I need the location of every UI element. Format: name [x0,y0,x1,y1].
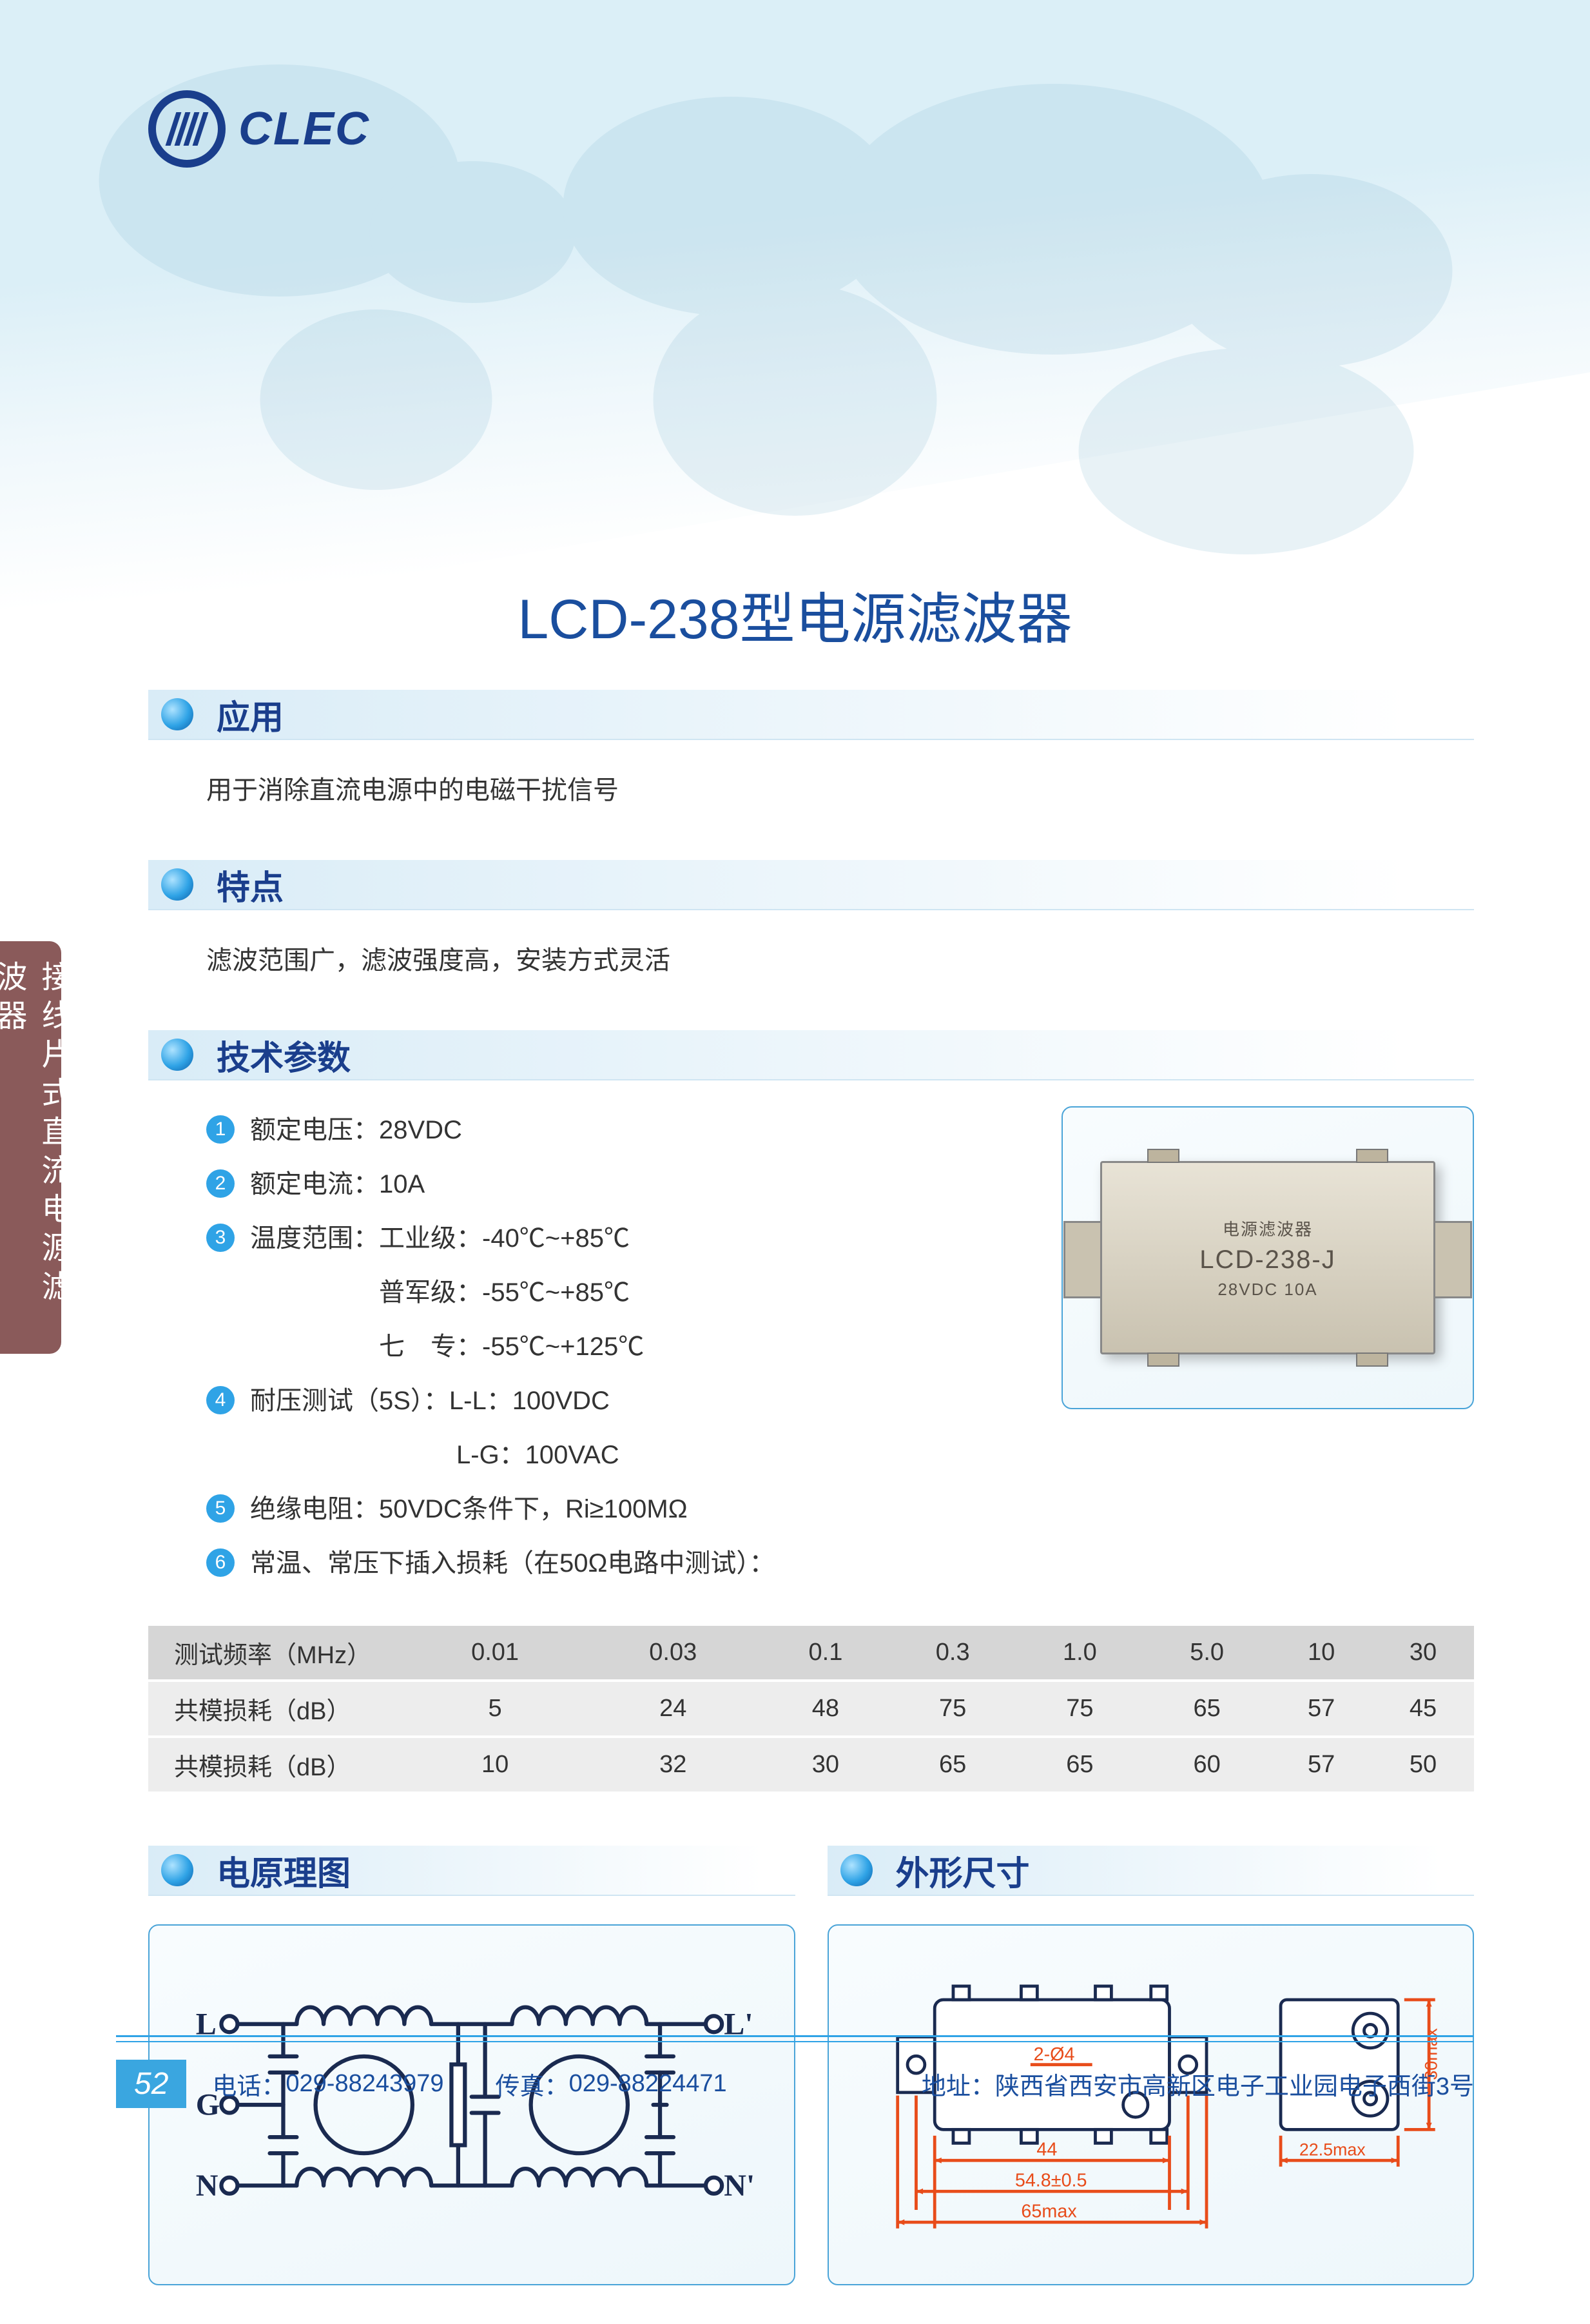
product-photo-frame: 电源滤波器 LCD-238-J 28VDC 10A [1062,1106,1474,1409]
section-bar-dimensions: 外形尺寸 [828,1846,1475,1896]
tel-value: 029-88243979 [286,2070,443,2098]
spec-number-badge: 5 [206,1494,235,1523]
svg-text:N': N' [724,2169,755,2203]
bullet-icon [840,1854,873,1886]
table-cell: 0.03 [584,1626,762,1681]
page-title: LCD-238型电源滤波器 [0,574,1590,654]
brand-logo: CLEC [148,90,370,168]
svg-text:22.5max: 22.5max [1299,2140,1365,2160]
table-cell: 30 [1372,1626,1474,1681]
svg-text:N: N [196,2169,218,2203]
section-bar-application: 应用 [148,690,1474,740]
insertion-loss-table: 测试频率（MHz）0.010.030.10.31.05.01030共模损耗（dB… [148,1626,1474,1794]
table-cell: 75 [1016,1681,1143,1737]
logo-mark [148,90,226,168]
features-body: 滤波范围广，滤波强度高，安装方式灵活 [148,936,1474,985]
section-title: 技术参数 [217,1031,351,1079]
row-label: 共模损耗（dB） [148,1681,406,1737]
table-cell: 60 [1143,1737,1270,1793]
row-label: 共模损耗（dB） [148,1737,406,1793]
bullet-icon [161,1854,193,1886]
table-cell: 5.0 [1143,1626,1270,1681]
table-cell: 48 [762,1681,889,1737]
row-label: 测试频率（MHz） [148,1626,406,1681]
product-label-2: LCD-238-J [1199,1245,1335,1274]
table-cell: 50 [1372,1737,1474,1793]
product-label-1: 电源滤波器 [1223,1216,1313,1240]
table-cell: 0.1 [762,1626,889,1681]
spec-text: 常温、常压下插入损耗（在50Ω电路中测试）： [250,1539,1474,1587]
product-photo: 电源滤波器 LCD-238-J 28VDC 10A [1100,1161,1435,1354]
page-number: 52 [116,2060,186,2108]
footer-rule-thin [116,2041,1474,2042]
logo-text: CLEC [238,103,370,155]
side-category-tab: 接线片式直流电源滤波器 [0,941,61,1354]
section-bar-specs: 技术参数 [148,1030,1474,1080]
svg-text:44: 44 [1036,2140,1057,2160]
table-cell: 10 [1270,1626,1372,1681]
spec-number-badge: 4 [206,1386,235,1414]
fax-label: 传真： [496,2066,569,2102]
technical-specs-box: 1额定电压：28VDC2额定电流：10A3温度范围：工业级：-40℃~+85℃ … [148,1106,1474,1587]
bullet-icon [161,698,193,730]
section-title: 特点 [217,861,284,909]
table-row: 测试频率（MHz）0.010.030.10.31.05.01030 [148,1626,1474,1681]
table-cell: 65 [1143,1681,1270,1737]
section-bar-circuit: 电原理图 [148,1846,795,1896]
spec-item: 5 绝缘电阻：50VDC条件下，Ri≥100MΩ [206,1485,1474,1533]
footer-rule [116,2035,1474,2037]
table-cell: 30 [762,1737,889,1793]
addr-value: 陕西省西安市高新区电子工业园电子西街3号 [995,2066,1474,2102]
section-title: 电原理图 [217,1846,351,1895]
table-row: 共模损耗（dB）524487575655745 [148,1681,1474,1737]
product-label-3: 28VDC 10A [1217,1280,1317,1300]
spec-number-badge: 6 [206,1548,235,1577]
section-bar-features: 特点 [148,860,1474,910]
table-cell: 65 [1016,1737,1143,1793]
bullet-icon [161,1039,193,1071]
tel-label: 电话： [212,2066,286,2102]
spec-number-badge: 2 [206,1169,235,1198]
table-cell: 1.0 [1016,1626,1143,1681]
spec-text: L-G：100VAC [250,1431,1474,1479]
page-footer: 52 电话： 029-88243979 传真： 029-88224471 地址：… [116,2060,1474,2108]
table-cell: 10 [406,1737,584,1793]
addr-label: 地址： [922,2066,995,2102]
application-body: 用于消除直流电源中的电磁干扰信号 [148,766,1474,815]
table-cell: 75 [889,1681,1016,1737]
table-cell: 57 [1270,1681,1372,1737]
table-cell: 5 [406,1681,584,1737]
table-cell: 0.3 [889,1626,1016,1681]
section-title: 外形尺寸 [896,1846,1030,1895]
table-row: 共模损耗（dB）1032306565605750 [148,1737,1474,1793]
table-cell: 45 [1372,1681,1474,1737]
table-cell: 57 [1270,1737,1372,1793]
table-cell: 65 [889,1737,1016,1793]
bullet-icon [161,868,193,901]
section-title: 应用 [217,690,284,739]
spec-number-badge: 3 [206,1224,235,1252]
svg-text:54.8±0.5: 54.8±0.5 [1014,2171,1087,2191]
table-cell: 24 [584,1681,762,1737]
spec-number-badge: 1 [206,1115,235,1144]
table-cell: 0.01 [406,1626,584,1681]
fax-value: 029-88224471 [569,2070,727,2098]
svg-text:65max: 65max [1021,2201,1077,2221]
table-cell: 32 [584,1737,762,1793]
spec-item: 6 常温、常压下插入损耗（在50Ω电路中测试）： [206,1539,1474,1587]
spec-item: L-G：100VAC [206,1431,1474,1479]
spec-text: 绝缘电阻：50VDC条件下，Ri≥100MΩ [250,1485,1474,1533]
